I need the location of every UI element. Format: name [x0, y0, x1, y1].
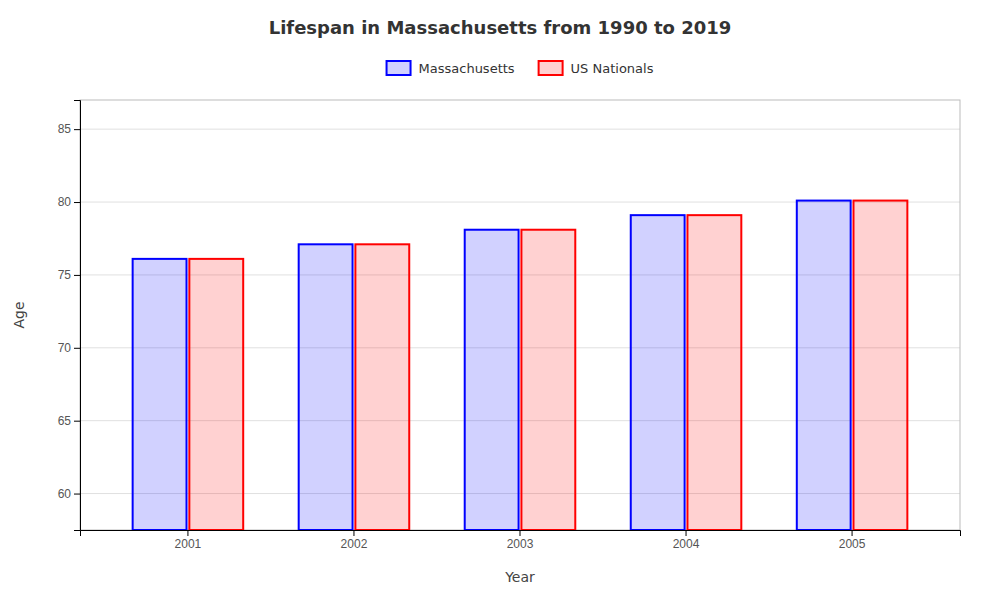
bar	[853, 201, 907, 530]
bar	[797, 201, 851, 530]
legend-item: Massachusetts	[387, 61, 515, 76]
x-tick-label: 2001	[175, 537, 202, 551]
legend-label: Massachusetts	[419, 61, 515, 76]
y-tick: 75	[58, 268, 80, 282]
y-tick-mark	[74, 421, 80, 422]
bar	[521, 230, 575, 530]
x-tick: 2005	[839, 530, 866, 551]
bars	[133, 201, 908, 530]
y-tick: 60	[58, 487, 80, 501]
x-tick-mark	[852, 530, 853, 536]
legend-swatch	[539, 61, 563, 75]
y-tick-mark	[74, 275, 80, 276]
y-axis: 60 65 70 75 80 85	[58, 101, 81, 531]
x-axis-title: Year	[504, 569, 535, 585]
y-tick-label: 70	[58, 341, 72, 355]
y-tick: 85	[58, 122, 80, 136]
x-tick-mark	[520, 530, 521, 536]
bar	[355, 244, 409, 530]
bar	[133, 259, 187, 530]
y-tick: 70	[58, 341, 80, 355]
x-tick-label: 2004	[673, 537, 700, 551]
plot: 2001 2002 2003 2004 2005 60 65 70 75 80 85	[58, 100, 961, 551]
x-tick-label: 2002	[341, 537, 368, 551]
title: Lifespan in Massachusetts from 1990 to 2…	[269, 17, 732, 38]
bar	[631, 215, 685, 530]
y-tick-mark	[74, 129, 80, 130]
legend-label: US Nationals	[571, 61, 654, 76]
series	[189, 201, 907, 530]
bar	[687, 215, 741, 530]
x-tick-mark	[686, 530, 687, 536]
y-tick-mark	[74, 202, 80, 203]
x-tick-label: 2003	[507, 537, 534, 551]
chart: 2001 2002 2003 2004 2005 60 65 70 75 80 85 Year Age L…	[0, 0, 1000, 600]
bar	[465, 230, 519, 530]
series	[133, 201, 851, 530]
legend-item: US Nationals	[539, 61, 654, 76]
y-tick: 65	[58, 414, 80, 428]
x-tick: 2004	[673, 530, 700, 551]
legend: Massachusetts US Nationals	[387, 61, 654, 76]
y-tick-label: 65	[58, 414, 72, 428]
y-tick-label: 80	[58, 195, 72, 209]
x-tick: 2001	[175, 530, 202, 551]
legend-swatch	[387, 61, 411, 75]
bar	[189, 259, 243, 530]
grid-line	[80, 129, 960, 130]
x-tick: 2003	[507, 530, 534, 551]
x-tick-label: 2005	[839, 537, 866, 551]
y-tick-label: 75	[58, 268, 72, 282]
x-axis-line	[81, 531, 961, 537]
x-axis: 2001 2002 2003 2004 2005	[81, 530, 961, 551]
plot-frame	[80, 100, 960, 530]
bar	[299, 244, 353, 530]
y-axis-line	[74, 101, 81, 531]
y-tick-mark	[74, 494, 80, 495]
y-tick-label: 60	[58, 487, 72, 501]
x-tick: 2002	[341, 530, 368, 551]
y-tick-mark	[74, 348, 80, 349]
y-tick-label: 85	[58, 122, 72, 136]
y-axis-title: Age	[11, 301, 27, 328]
y-tick: 80	[58, 195, 80, 209]
x-tick-mark	[353, 530, 354, 536]
x-tick-mark	[187, 530, 188, 536]
